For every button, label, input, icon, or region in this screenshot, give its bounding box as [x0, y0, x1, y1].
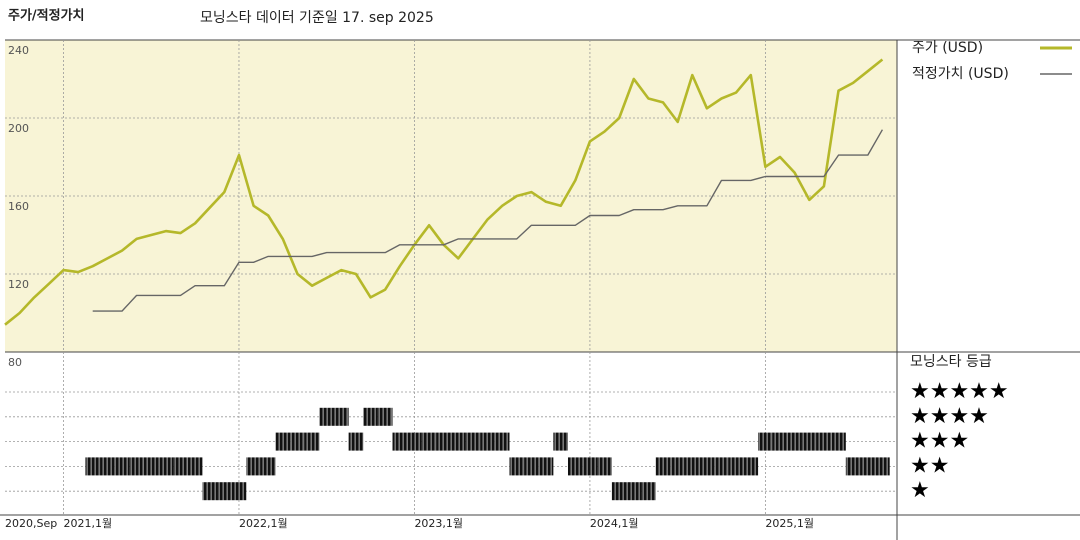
rating-bar	[377, 407, 393, 426]
rating-bar	[801, 432, 817, 451]
x-tick-label: 2022,1월	[239, 517, 288, 530]
rating-bar	[158, 457, 174, 476]
y-tick-label: 240	[8, 44, 29, 57]
y-tick-label: 120	[8, 278, 29, 291]
series-line	[92, 129, 884, 312]
rating-bar	[451, 432, 466, 451]
rating-bar	[655, 457, 671, 476]
rating-bar	[641, 482, 656, 501]
rating-bar	[567, 457, 583, 476]
rating-bar	[363, 407, 378, 426]
rating-bar	[436, 432, 451, 451]
rating-bar	[684, 457, 700, 476]
x-tick-label: 2024,1월	[590, 517, 639, 530]
rating-bar	[494, 432, 510, 451]
rating-bar	[772, 432, 788, 451]
legend-label: 주가 (USD)	[912, 40, 983, 56]
rating-bar	[728, 457, 744, 476]
rating-bar	[319, 407, 335, 426]
rating-bar	[670, 457, 685, 476]
rating-bar	[100, 457, 115, 476]
rating-bar	[290, 432, 305, 451]
rating-bar	[217, 482, 232, 501]
rating-bar	[743, 457, 759, 476]
rating-bar	[260, 457, 276, 476]
rating-bar	[831, 432, 846, 451]
rating-bar	[143, 457, 159, 476]
rating-title: 모닝스타 등급	[910, 354, 992, 370]
rating-bar	[816, 432, 832, 451]
rating-bar	[860, 457, 876, 476]
rating-bar	[699, 457, 715, 476]
rating-bar	[582, 457, 598, 476]
x-tick-label: 2021,1월	[63, 517, 112, 530]
rating-bar	[875, 457, 890, 476]
rating-bar	[524, 457, 539, 476]
rating-bar	[597, 457, 612, 476]
rating-bar	[407, 432, 422, 451]
rating-bar	[114, 457, 130, 476]
rating-bar	[553, 432, 568, 451]
rating-level-label: ★	[910, 478, 930, 503]
rating-bar	[714, 457, 729, 476]
rating-bar	[392, 432, 408, 451]
rating-bar	[845, 457, 861, 476]
rating-bar	[348, 432, 364, 451]
header-title: 주가/적정가치	[8, 8, 85, 24]
rating-bar	[787, 432, 802, 451]
rating-bar	[187, 457, 203, 476]
x-tick-label: 2023,1월	[414, 517, 463, 530]
rating-level-label: ★★★★★	[910, 379, 1009, 404]
rating-bar	[85, 457, 101, 476]
y-tick-label: 200	[8, 122, 29, 135]
header-subtitle: 모닝스타 데이터 기준일 17. sep 2025	[200, 10, 434, 26]
rating-bar	[626, 482, 642, 501]
rating-level-label: ★★	[910, 453, 949, 478]
rating-bar	[611, 482, 627, 501]
rating-level-label: ★★★	[910, 429, 969, 454]
rating-bar	[275, 432, 291, 451]
rating-bar	[480, 432, 495, 451]
x-tick-label: 2025,1월	[765, 517, 814, 530]
rating-bar	[465, 432, 481, 451]
rating-bar	[509, 457, 525, 476]
y-tick-label: 160	[8, 200, 29, 213]
rating-bar	[421, 432, 437, 451]
rating-bar	[758, 432, 773, 451]
legend-label: 적정가치 (USD)	[912, 66, 1009, 82]
rating-bar	[538, 457, 554, 476]
rating-bar	[202, 482, 218, 501]
rating-level-label: ★★★★	[910, 404, 989, 429]
rating-bar	[231, 482, 247, 501]
rating-bar	[304, 432, 320, 451]
y-tick-label: 80	[8, 356, 22, 369]
rating-bar	[246, 457, 261, 476]
rating-bar	[334, 407, 349, 426]
rating-bar	[129, 457, 144, 476]
rating-bar	[173, 457, 188, 476]
x-tick-label: 2020,Sep	[5, 517, 57, 530]
